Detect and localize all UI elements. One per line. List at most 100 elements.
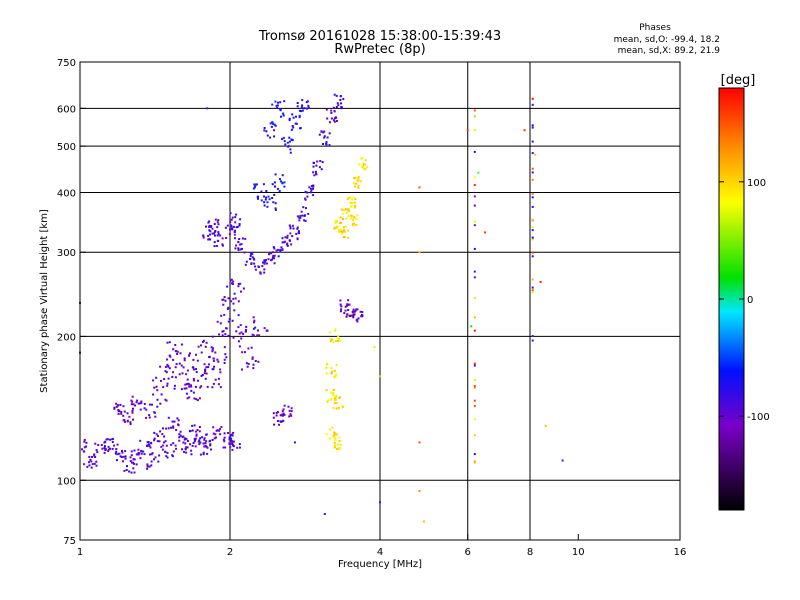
- data-point: [473, 453, 476, 456]
- data-point: [139, 439, 142, 442]
- data-point: [339, 310, 342, 313]
- data-point: [209, 443, 212, 446]
- data-point: [194, 385, 197, 388]
- data-point: [273, 123, 276, 126]
- data-point: [212, 357, 215, 360]
- data-point: [334, 222, 337, 225]
- data-point: [251, 256, 254, 259]
- data-point: [179, 434, 182, 437]
- data-point: [158, 440, 161, 443]
- data-point: [172, 426, 175, 429]
- data-point: [227, 320, 230, 323]
- data-point: [531, 251, 534, 254]
- data-point: [165, 399, 168, 402]
- data-point: [131, 461, 133, 464]
- data-point: [229, 228, 231, 231]
- data-point: [122, 405, 125, 408]
- data-point: [213, 437, 216, 440]
- data-point: [531, 192, 534, 195]
- data-point: [132, 403, 135, 406]
- data-point: [473, 460, 476, 463]
- data-point: [221, 244, 224, 247]
- y-tick-label: 400: [57, 188, 76, 199]
- data-point: [143, 407, 146, 410]
- data-point: [252, 327, 255, 330]
- data-point: [111, 441, 114, 444]
- data-point: [226, 285, 229, 288]
- data-point: [204, 444, 207, 447]
- data-point: [224, 446, 227, 449]
- data-point: [148, 416, 151, 419]
- data-point: [104, 440, 107, 443]
- x-tick-label: 16: [674, 547, 687, 558]
- data-point: [272, 416, 275, 419]
- data-point: [348, 196, 350, 199]
- data-point: [131, 395, 134, 398]
- data-point: [304, 197, 307, 200]
- data-point: [120, 411, 123, 413]
- data-point: [212, 426, 215, 429]
- data-point: [279, 108, 282, 111]
- data-point: [333, 402, 336, 405]
- data-point: [196, 359, 199, 362]
- data-point: [288, 140, 291, 143]
- data-point: [357, 175, 360, 178]
- data-point: [298, 114, 301, 117]
- data-point: [271, 256, 274, 259]
- data-point: [335, 395, 338, 398]
- data-point: [232, 445, 235, 448]
- data-point: [473, 195, 476, 198]
- data-point: [194, 438, 197, 441]
- data-point: [245, 362, 248, 365]
- data-point: [173, 420, 176, 423]
- data-point: [150, 464, 153, 467]
- data-point: [237, 247, 240, 250]
- data-point: [347, 299, 350, 302]
- data-point: [296, 215, 299, 218]
- data-point: [353, 310, 356, 313]
- y-tick-label: 75: [63, 536, 76, 547]
- data-point: [153, 386, 156, 389]
- data-point: [335, 94, 338, 97]
- data-point: [531, 178, 534, 181]
- data-point: [337, 443, 340, 446]
- data-point: [322, 143, 324, 145]
- data-point: [118, 452, 121, 455]
- data-point: [217, 219, 220, 222]
- data-point: [289, 232, 292, 235]
- data-point: [418, 186, 421, 189]
- data-point: [418, 489, 421, 492]
- data-point: [332, 388, 335, 391]
- phases-title: Phases: [639, 23, 671, 33]
- data-point: [531, 103, 534, 106]
- data-point: [160, 379, 162, 382]
- data-point: [146, 445, 149, 447]
- data-point: [107, 445, 110, 448]
- data-point: [330, 117, 333, 120]
- data-point: [93, 453, 96, 456]
- data-point: [208, 224, 211, 227]
- data-point: [339, 303, 342, 306]
- data-point: [232, 336, 235, 339]
- data-point: [531, 205, 534, 208]
- data-point: [198, 426, 201, 428]
- data-point: [149, 403, 151, 406]
- data-point: [232, 443, 235, 446]
- data-point: [224, 226, 227, 229]
- data-point: [168, 367, 171, 370]
- data-point: [341, 230, 344, 233]
- data-point: [143, 403, 146, 405]
- data-point: [286, 244, 289, 247]
- data-point: [267, 195, 270, 198]
- data-point: [327, 399, 330, 402]
- data-point: [167, 416, 170, 419]
- data-point: [338, 436, 341, 439]
- data-point: [531, 171, 534, 174]
- data-point: [264, 259, 267, 261]
- data-point: [333, 395, 336, 398]
- data-point: [93, 454, 96, 457]
- data-point: [362, 163, 365, 166]
- data-point: [212, 359, 215, 362]
- data-point: [477, 171, 480, 174]
- data-point: [179, 352, 182, 355]
